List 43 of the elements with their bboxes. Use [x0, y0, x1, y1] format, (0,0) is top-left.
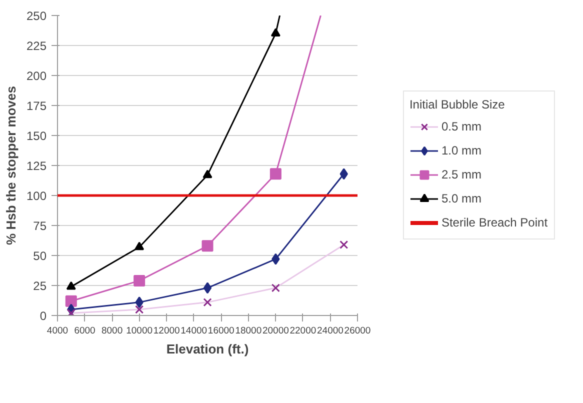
legend-title: Initial Bubble Size	[409, 98, 506, 112]
legend-label: 1.0 mm	[441, 144, 482, 158]
y-tick-label: 25	[33, 279, 47, 293]
point	[270, 168, 282, 180]
point	[202, 170, 212, 178]
x-tick-label: 24000	[317, 326, 344, 336]
point	[135, 296, 144, 308]
point	[134, 242, 144, 250]
legend-label: Sterile Breach Point	[441, 216, 548, 230]
y-axis-title: % Hsb the stopper moves	[3, 86, 18, 245]
x-tick-label: 12000	[153, 326, 180, 336]
y-tick-label: 125	[26, 159, 47, 173]
x-tick-label: 22000	[290, 326, 316, 336]
point	[340, 168, 348, 180]
y-tick-label: 75	[33, 219, 47, 233]
x-tick-label: 18000	[235, 326, 262, 336]
legend-label: 5.0 mm	[441, 192, 482, 206]
point	[202, 240, 214, 252]
point	[270, 28, 280, 37]
y-tick-label: 0	[40, 309, 47, 323]
x-axis-title: Elevation (ft.)	[166, 342, 249, 356]
legend-label: 0.5 mm	[441, 120, 482, 134]
point	[272, 253, 280, 265]
x-tick-label: 14000	[180, 326, 208, 336]
point	[203, 282, 212, 294]
y-tick-label: 175	[26, 99, 47, 113]
y-tick-label: 100	[26, 189, 47, 203]
y-tick-label: 50	[33, 249, 47, 263]
x-tick-label: 16000	[208, 326, 234, 336]
x-tick-label: 10000	[126, 326, 153, 336]
y-tick-label: 225	[26, 39, 47, 53]
x-tick-label: 20000	[262, 326, 289, 336]
x-tick-label: 4000	[46, 326, 68, 336]
x-tick-label: 6000	[74, 326, 96, 336]
x-tick-label: 8000	[101, 326, 123, 336]
legend-label: 2.5 mm	[441, 168, 482, 182]
point	[65, 295, 77, 307]
point	[134, 274, 146, 286]
y-tick-label: 150	[26, 129, 47, 143]
y-tick-label: 250	[26, 9, 47, 23]
y-tick-label: 200	[26, 69, 47, 83]
point	[66, 281, 76, 290]
x-tick-label: 26000	[344, 326, 371, 336]
